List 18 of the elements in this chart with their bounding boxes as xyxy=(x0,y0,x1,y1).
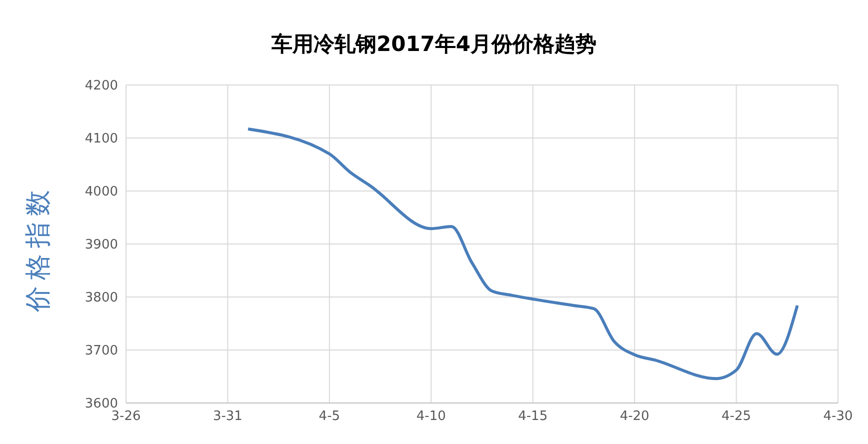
y-tick-label: 3600 xyxy=(84,396,118,412)
y-tick-label: 4100 xyxy=(84,132,118,147)
chart-title: 车用冷轧钢2017年4月份价格趋势 xyxy=(270,31,598,58)
x-tick-label: 4-20 xyxy=(620,409,650,424)
y-tick-label: 4000 xyxy=(84,184,118,200)
y-axis-title: 价格指数 xyxy=(22,184,54,312)
x-tick-label: 4-25 xyxy=(722,409,752,424)
x-tick-label: 4-15 xyxy=(518,409,548,424)
y-tick-label: 3700 xyxy=(84,344,118,359)
x-tick-label: 4-5 xyxy=(318,409,340,424)
x-tick-label: 4-10 xyxy=(416,409,446,424)
y-tick-label: 3800 xyxy=(84,290,118,306)
y-tick-label: 4200 xyxy=(84,78,118,94)
x-tick-label: 4-30 xyxy=(823,409,853,424)
y-tick-label: 3900 xyxy=(84,238,118,253)
x-tick-label: 3-31 xyxy=(212,409,242,424)
x-tick-label: 3-26 xyxy=(111,409,141,424)
line-series xyxy=(246,127,799,380)
